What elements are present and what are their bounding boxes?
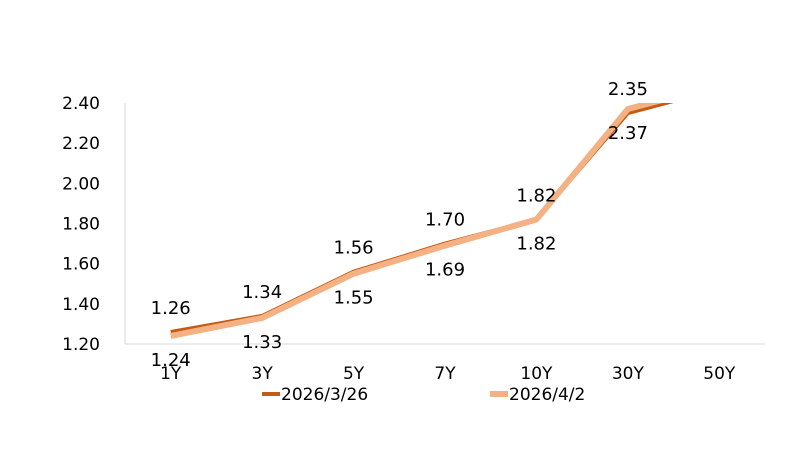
x-tick-label: 50Y [703, 364, 736, 384]
y-tick-label: 1.40 [62, 295, 100, 315]
y-axis-ticks: 1.20 1.40 1.60 1.80 2.00 2.20 2.40 [62, 94, 100, 355]
x-tick-label: 10Y [520, 364, 553, 384]
data-label-series-2: 1.24 [151, 350, 191, 371]
x-tick-label: 30Y [612, 364, 645, 384]
data-label-series-2: 2.37 [608, 123, 648, 144]
data-label-series-1: 1.70 [425, 210, 465, 231]
data-label-series-1: 1.82 [516, 185, 556, 206]
data-label-series-1: 2.35 [608, 79, 648, 100]
y-tick-label: 2.20 [62, 134, 100, 154]
data-labels: 1.26 1.34 1.56 1.70 1.82 2.35 1.24 1.33 1.55 1.69… [151, 79, 648, 371]
x-tick-label: 1Y [160, 364, 182, 384]
legend-label-series-2: 2026/4/2 [509, 385, 585, 405]
legend-label-series-1: 2026/3/26 [281, 385, 368, 405]
legend: 2026/3/26 2026/4/2 [262, 385, 585, 405]
y-tick-label: 1.80 [62, 215, 100, 235]
data-label-series-2: 1.33 [242, 332, 282, 353]
y-tick-label: 1.60 [62, 255, 100, 275]
x-tick-label: 7Y [434, 364, 456, 384]
y-tick-label: 2.00 [62, 174, 100, 194]
series-lines [170, 103, 674, 339]
legend-item-series-1[interactable]: 2026/3/26 [262, 385, 368, 405]
data-label-series-1: 1.34 [242, 282, 282, 303]
data-label-series-1: 1.56 [334, 238, 374, 259]
y-tick-label: 1.20 [62, 335, 100, 355]
data-label-series-1: 1.26 [151, 298, 191, 319]
x-tick-label: 3Y [252, 364, 274, 384]
y-tick-label: 2.40 [62, 94, 100, 114]
x-tick-label: 5Y [343, 364, 365, 384]
data-label-series-2: 1.82 [516, 233, 556, 254]
legend-item-series-2[interactable]: 2026/4/2 [490, 385, 585, 405]
data-label-series-2: 1.55 [334, 288, 374, 309]
x-axis-ticks: 1Y 3Y 5Y 7Y 10Y 30Y 50Y [160, 364, 736, 384]
data-label-series-2: 1.69 [425, 260, 465, 281]
